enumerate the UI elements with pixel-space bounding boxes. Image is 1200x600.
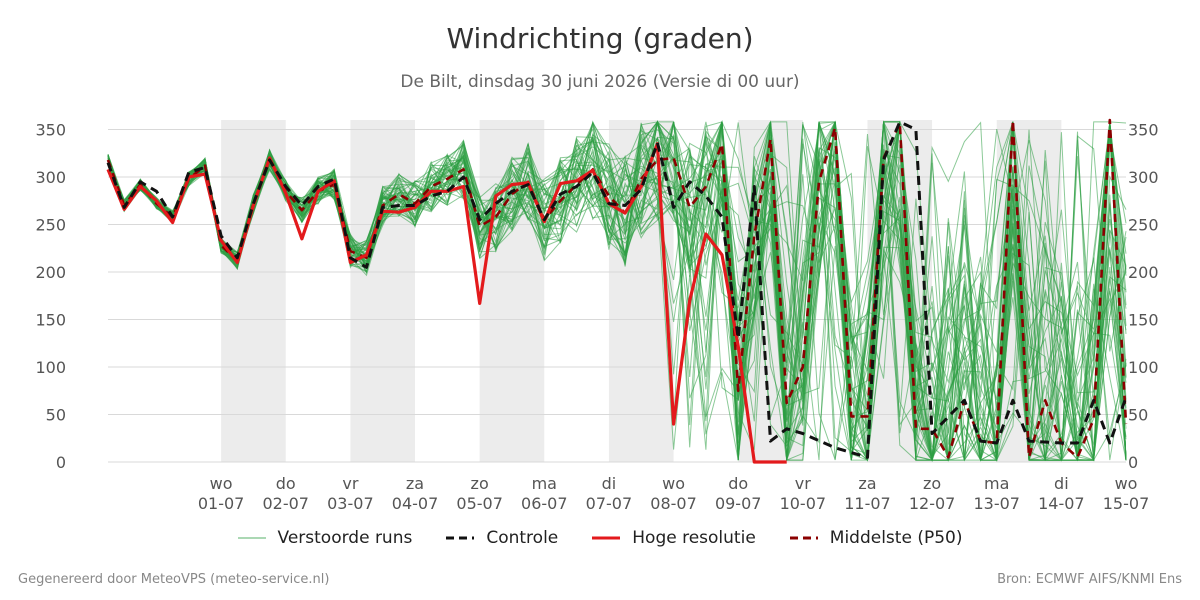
control-swatch-icon bbox=[446, 536, 475, 540]
x-tick-day: za bbox=[858, 474, 876, 493]
x-tick-date: 05-07 bbox=[456, 494, 503, 513]
high-res-swatch-icon bbox=[592, 536, 621, 540]
x-tick-day: wo bbox=[1115, 474, 1138, 493]
control-line bbox=[106, 120, 1128, 459]
shaded-band-1 bbox=[350, 120, 416, 462]
x-tick-day: di bbox=[602, 474, 617, 493]
x-tick-day: ma bbox=[984, 474, 1009, 493]
chart-title: Windrichting (graden) bbox=[446, 22, 754, 55]
x-tick-day: vr bbox=[342, 474, 358, 493]
x-tick-date: 04-07 bbox=[392, 494, 439, 513]
legend-label-median: Middelste (P50) bbox=[829, 528, 963, 548]
x-tick-day: wo bbox=[210, 474, 233, 493]
y-tick-label-right: 50 bbox=[1128, 406, 1148, 425]
x-tick-date: 11-07 bbox=[844, 494, 891, 513]
x-tick-day: zo bbox=[471, 474, 489, 493]
y-tick-label-right: 350 bbox=[1128, 121, 1159, 140]
x-tick-date: 07-07 bbox=[586, 494, 633, 513]
ensemble-swatch-icon bbox=[237, 537, 266, 539]
x-tick-date: 09-07 bbox=[715, 494, 762, 513]
footer-source: Bron: ECMWF AIFS/KNMI Ens bbox=[997, 572, 1182, 587]
y-tick-label-left: 350 bbox=[35, 121, 66, 140]
x-tick-date: 12-07 bbox=[909, 494, 956, 513]
x-tick-day: za bbox=[406, 474, 424, 493]
y-tick-label-right: 250 bbox=[1128, 216, 1159, 235]
chart-subtitle: De Bilt, dinsdag 30 juni 2026 (Versie di… bbox=[400, 72, 800, 92]
ensemble-run-line bbox=[107, 120, 1127, 462]
x-tick-date: 14-07 bbox=[1038, 494, 1085, 513]
main-series bbox=[106, 118, 1128, 464]
legend-item-ensemble[interactable]: Verstoorde runs bbox=[237, 528, 413, 548]
y-tick-label-left: 150 bbox=[35, 311, 66, 330]
x-tick-day: do bbox=[276, 474, 296, 493]
x-tick-day: vr bbox=[795, 474, 811, 493]
y-tick-label-left: 300 bbox=[35, 168, 66, 187]
legend-item-median[interactable]: Middelste (P50) bbox=[789, 528, 963, 548]
x-axis: wo01-07do02-07vr03-07za04-07zo05-07ma06-… bbox=[198, 474, 1149, 513]
y-tick-label-left: 50 bbox=[46, 406, 66, 425]
y-axis-right: 0 50 100 150 200 250 300 350 bbox=[1128, 121, 1159, 473]
ensemble-run-line bbox=[107, 121, 1127, 462]
y-tick-label-left: 200 bbox=[35, 263, 66, 282]
y-tick-label-right: 200 bbox=[1128, 263, 1159, 282]
x-tick-day: ma bbox=[532, 474, 557, 493]
y-tick-label-right: 300 bbox=[1128, 168, 1159, 187]
high-res-line bbox=[106, 142, 787, 464]
median-swatch-icon bbox=[789, 536, 818, 540]
x-tick-day: do bbox=[728, 474, 748, 493]
legend-label-high-res: Hoge resolutie bbox=[632, 528, 756, 548]
x-tick-date: 02-07 bbox=[262, 494, 309, 513]
x-tick-day: zo bbox=[923, 474, 941, 493]
y-tick-label-right: 150 bbox=[1128, 311, 1159, 330]
legend-item-high-res[interactable]: Hoge resolutie bbox=[592, 528, 756, 548]
y-tick-label-right: 100 bbox=[1128, 358, 1159, 377]
x-tick-day: di bbox=[1054, 474, 1069, 493]
y-tick-label-left: 250 bbox=[35, 216, 66, 235]
y-tick-label-left: 100 bbox=[35, 358, 66, 377]
legend: Verstoorde runs Controle Hoge resolutie … bbox=[0, 528, 1200, 548]
x-tick-day: wo bbox=[662, 474, 685, 493]
legend-item-control[interactable]: Controle bbox=[446, 528, 558, 548]
x-tick-date: 13-07 bbox=[973, 494, 1020, 513]
x-tick-date: 10-07 bbox=[780, 494, 827, 513]
footer-generated-by: Gegenereerd door MeteoVPS (meteo-service… bbox=[18, 572, 330, 587]
y-axis-left: 0 50 100 150 200 250 300 350 bbox=[35, 121, 66, 473]
x-tick-date: 01-07 bbox=[198, 494, 245, 513]
x-tick-date: 03-07 bbox=[327, 494, 374, 513]
y-tick-label-right: 0 bbox=[1128, 453, 1138, 472]
ensemble-run-line bbox=[107, 121, 1127, 461]
legend-label-control: Controle bbox=[486, 528, 559, 548]
x-tick-date: 06-07 bbox=[521, 494, 568, 513]
y-tick-label-left: 0 bbox=[56, 453, 66, 472]
x-tick-date: 15-07 bbox=[1103, 494, 1150, 513]
legend-label-ensemble: Verstoorde runs bbox=[277, 528, 413, 548]
x-tick-date: 08-07 bbox=[650, 494, 697, 513]
